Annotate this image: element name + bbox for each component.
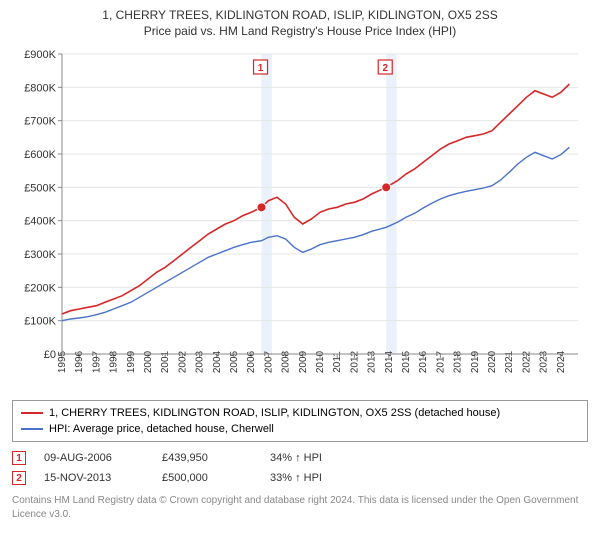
legend-swatch [21, 428, 43, 430]
sale-row-2: 2 15-NOV-2013 £500,000 33% ↑ HPI [12, 468, 588, 488]
sale-point-2 [382, 183, 391, 192]
svg-text:£900K: £900K [24, 49, 56, 61]
legend-item-0: 1, CHERRY TREES, KIDLINGTON ROAD, ISLIP,… [21, 405, 579, 421]
sale-pct: 34% ↑ HPI [270, 452, 360, 464]
sales-table: 1 09-AUG-2006 £439,950 34% ↑ HPI 2 15-NOV-201… [12, 448, 588, 488]
svg-text:£200K: £200K [24, 282, 56, 294]
sale-label-num-1: 1 [258, 63, 264, 74]
legend-box: 1, CHERRY TREES, KIDLINGTON ROAD, ISLIP,… [12, 400, 588, 442]
chart-title-line2: Price paid vs. HM Land Registry's House … [12, 24, 588, 38]
sale-price: £439,950 [162, 452, 252, 464]
sale-row-1: 1 09-AUG-2006 £439,950 34% ↑ HPI [12, 448, 588, 468]
legend-label: HPI: Average price, detached house, Cher… [49, 423, 274, 435]
sale-point-1 [257, 203, 266, 212]
svg-text:£800K: £800K [24, 82, 56, 94]
svg-text:£500K: £500K [24, 182, 56, 194]
legend-label: 1, CHERRY TREES, KIDLINGTON ROAD, ISLIP,… [49, 407, 500, 419]
chart-title-block: 1, CHERRY TREES, KIDLINGTON ROAD, ISLIP,… [12, 8, 588, 38]
svg-text:£700K: £700K [24, 116, 56, 128]
sale-label-num-2: 2 [382, 63, 388, 74]
chart-title-line1: 1, CHERRY TREES, KIDLINGTON ROAD, ISLIP,… [12, 8, 588, 22]
svg-text:£0: £0 [44, 349, 56, 361]
sale-price: £500,000 [162, 472, 252, 484]
footer-attribution: Contains HM Land Registry data © Crown c… [12, 494, 588, 521]
legend-swatch [21, 412, 43, 414]
sale-pct: 33% ↑ HPI [270, 472, 360, 484]
sale-date: 09-AUG-2006 [44, 452, 144, 464]
sale-marker-1: 1 [12, 451, 26, 465]
svg-text:£600K: £600K [24, 149, 56, 161]
sale-marker-2: 2 [12, 471, 26, 485]
legend-item-1: HPI: Average price, detached house, Cher… [21, 421, 579, 437]
price-chart: £0 £100K £200K £300K £400K £500K £600K £700K £80… [12, 44, 588, 394]
svg-text:£400K: £400K [24, 216, 56, 228]
sale-date: 15-NOV-2013 [44, 472, 144, 484]
svg-text:£100K: £100K [24, 316, 56, 328]
svg-text:£300K: £300K [24, 249, 56, 261]
